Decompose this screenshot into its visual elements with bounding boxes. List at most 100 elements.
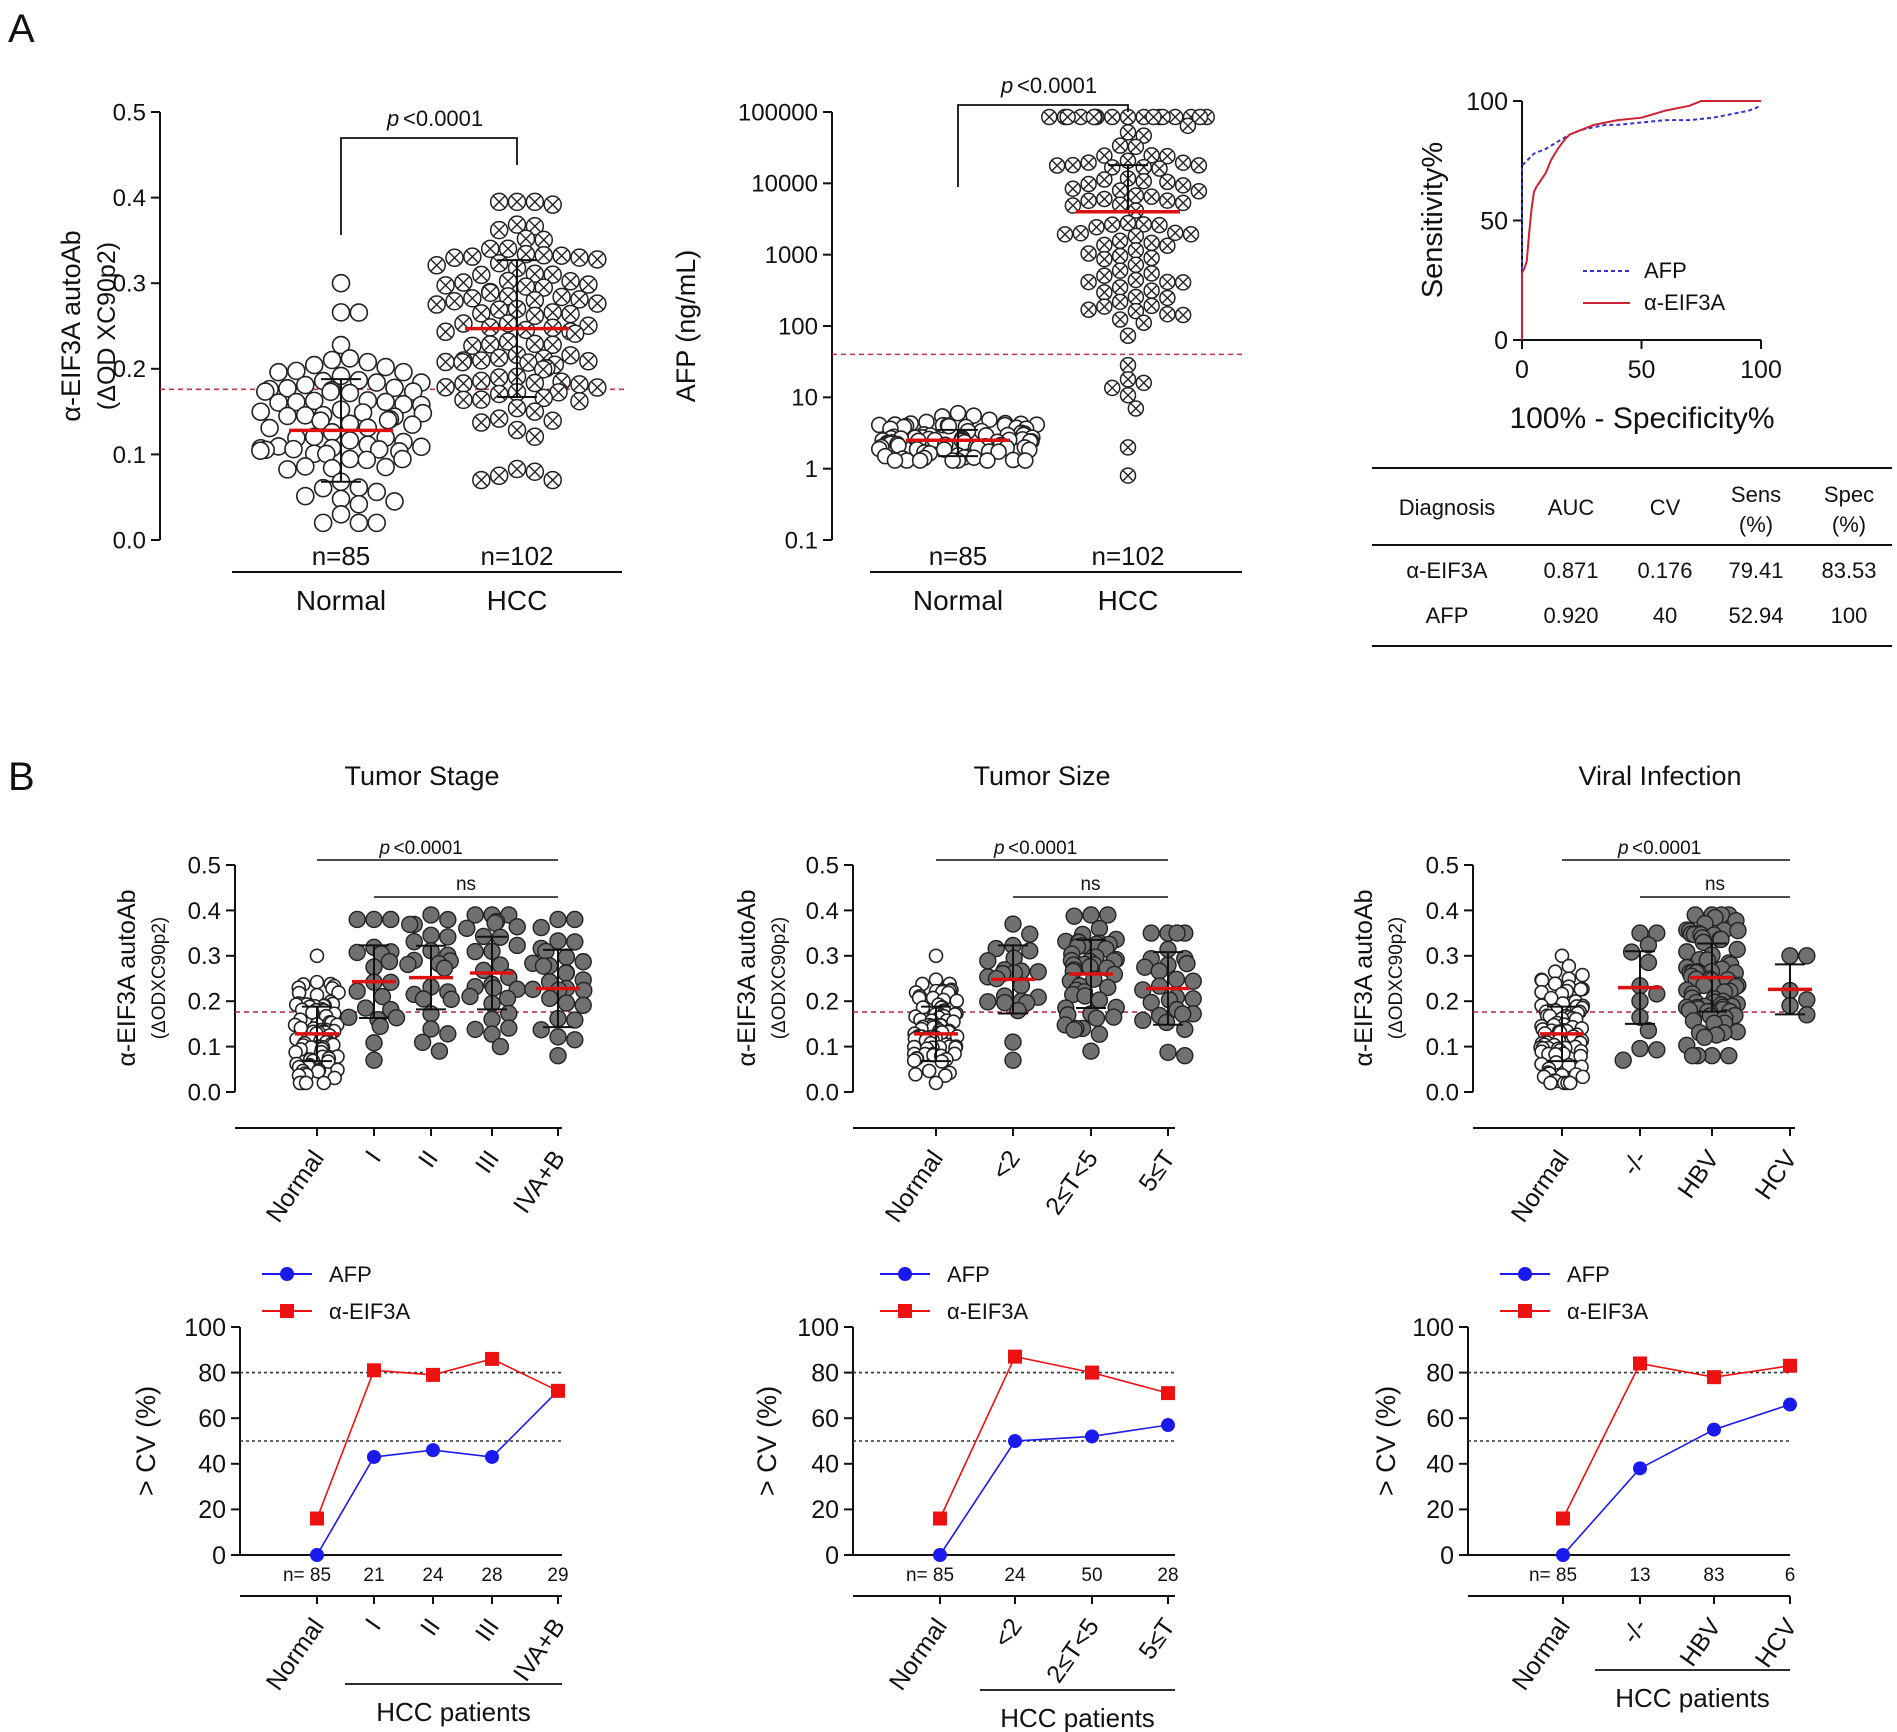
- data-point: [1683, 1046, 1702, 1065]
- data-point: [940, 417, 958, 435]
- data-point-cross: [1082, 276, 1095, 288]
- data-point-cross: [474, 306, 488, 320]
- data-point: [1639, 936, 1658, 954]
- data-point: [1575, 1069, 1591, 1085]
- data-point-cross: [492, 351, 506, 365]
- data-point: [439, 910, 457, 929]
- data-point-cross: [483, 286, 497, 300]
- C2-y-tick-label: 0: [825, 1542, 839, 1570]
- data-point: [489, 348, 509, 368]
- data-point-cross: [546, 268, 560, 282]
- data-point: [349, 513, 369, 533]
- C3-category-label: HCV: [1750, 1613, 1803, 1673]
- data-point: [385, 378, 404, 398]
- B1-y-tick-label: 0.5: [188, 852, 221, 879]
- C2-legend-marker: [898, 1267, 912, 1281]
- C1-data-point: [426, 1367, 440, 1382]
- data-point: [507, 420, 527, 440]
- data-point: [1145, 108, 1162, 126]
- data-point-cross: [1145, 237, 1158, 249]
- C2-data-point: [933, 1548, 947, 1562]
- data-point: [489, 368, 509, 387]
- data-point: [309, 948, 325, 964]
- data-point: [1127, 302, 1145, 320]
- data-point-cross: [1106, 111, 1118, 123]
- data-point: [454, 390, 473, 410]
- data-point: [1178, 954, 1196, 973]
- data-point: [1561, 958, 1577, 974]
- data-point: [534, 278, 554, 297]
- A1-significance-bracket: [340, 137, 518, 235]
- data-point: [369, 440, 389, 459]
- data-point: [472, 470, 491, 490]
- data-point-cross: [1122, 217, 1134, 229]
- data-point: [525, 373, 545, 393]
- data-point-cross: [1059, 228, 1071, 241]
- C1-group-label: HCC patients: [376, 1697, 531, 1727]
- C1-legend-label: α-EIF3A: [329, 1299, 411, 1324]
- data-point: [534, 957, 553, 975]
- data-point-cross: [590, 252, 604, 266]
- roc-x-label: 100% - Specificity%: [1509, 402, 1774, 435]
- data-point: [1111, 247, 1129, 265]
- B3-y-tick-label: 0.3: [1426, 943, 1459, 970]
- data-point-cross: [1122, 469, 1134, 482]
- data-point: [393, 449, 412, 469]
- data-point: [921, 1063, 937, 1079]
- data-point: [1150, 962, 1168, 980]
- data-point: [1096, 171, 1113, 188]
- data-point-cross: [456, 355, 469, 369]
- data-point: [357, 450, 377, 470]
- data-point: [570, 290, 589, 309]
- data-point: [1159, 273, 1176, 291]
- data-point: [1135, 158, 1152, 176]
- data-point-cross: [1067, 159, 1079, 171]
- data-point: [1167, 970, 1186, 988]
- C2-data-point: [933, 1511, 947, 1526]
- data-point: [480, 239, 500, 259]
- data-point: [313, 478, 333, 498]
- C3-data-point: [1556, 1548, 1570, 1562]
- data-point-cross: [465, 291, 479, 305]
- data-point-cross: [1138, 316, 1150, 329]
- table-header: Diagnosis: [1399, 495, 1496, 520]
- data-point: [1041, 108, 1058, 126]
- data-point: [533, 360, 553, 379]
- B2-y-tick-label: 0.4: [806, 898, 839, 925]
- data-point-cross: [1161, 292, 1174, 304]
- data-point-cross: [1090, 221, 1103, 233]
- data-point: [436, 276, 455, 295]
- B2-y-tick-label: 0.3: [806, 943, 839, 970]
- data-point: [575, 981, 593, 1000]
- data-point: [541, 989, 559, 1008]
- data-point: [1639, 1021, 1658, 1040]
- data-point: [498, 989, 517, 1008]
- data-point: [387, 1009, 406, 1027]
- data-point: [378, 410, 398, 430]
- B2-category-label: Normal: [880, 1145, 949, 1227]
- panel-label-b: B: [8, 755, 35, 799]
- data-point: [566, 1011, 584, 1029]
- data-point: [399, 955, 417, 974]
- B1-category-label: Normal: [261, 1145, 330, 1227]
- data-point-cross: [1098, 193, 1111, 205]
- data-point: [561, 304, 580, 324]
- data-point: [403, 382, 423, 401]
- C2-category-label: Normal: [884, 1613, 953, 1695]
- C1-series-line: [316, 1358, 559, 1519]
- data-point-cross: [1177, 309, 1189, 321]
- data-point: [1119, 371, 1137, 388]
- B3-y-tick-label: 0.1: [1426, 1034, 1459, 1061]
- data-point: [331, 985, 346, 1000]
- A1-n-label: n=102: [480, 541, 553, 571]
- data-point-cross: [528, 405, 542, 419]
- B3-y-tick-label: 0.5: [1426, 852, 1459, 879]
- data-point: [1104, 108, 1121, 126]
- data-point: [1111, 196, 1129, 213]
- data-point: [579, 316, 598, 335]
- data-point-cross: [492, 469, 506, 483]
- C1-category-label: IVA+B: [508, 1613, 571, 1686]
- data-point-cross: [439, 325, 453, 339]
- data-point: [1174, 274, 1192, 291]
- data-point: [309, 974, 325, 990]
